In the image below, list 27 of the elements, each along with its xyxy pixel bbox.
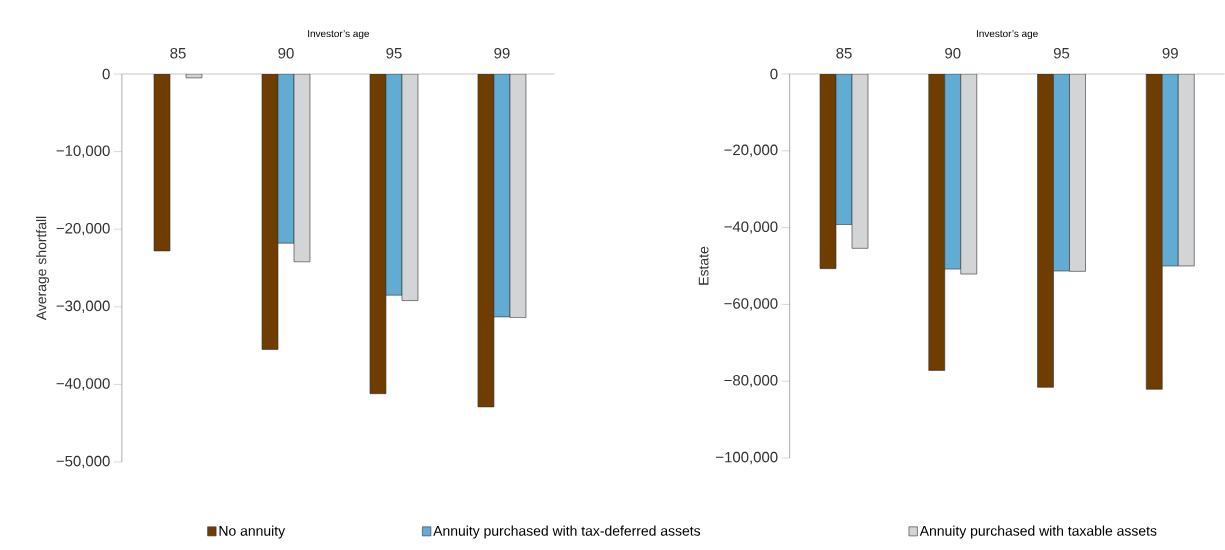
y-tick-label: −10,000 (56, 145, 110, 158)
legend-label: Annuity purchased with taxable assets (919, 525, 1157, 539)
x-tick-label: 85 (836, 47, 852, 59)
y-tick-label: −60,000 (724, 298, 778, 311)
legend-label: Annuity purchased with tax-deferred assets (433, 525, 701, 539)
y-tick-label: 0 (102, 68, 110, 80)
x-tick-label: 95 (386, 47, 402, 59)
x-tick-label: 95 (1053, 47, 1070, 59)
y-tick-label: −100,000 (716, 451, 778, 465)
x-axis-title: Investor’s age (976, 30, 1038, 40)
x-tick-label: 99 (1162, 47, 1178, 59)
legend-label: No annuity (219, 525, 286, 539)
y-tick-label: −80,000 (724, 375, 778, 388)
y-tick-label: −50,000 (56, 455, 110, 469)
y-tick-label: −40,000 (56, 378, 110, 391)
y-tick-label: 0 (770, 68, 778, 80)
y-tick-label: −20,000 (56, 223, 110, 236)
y-tick-label: −30,000 (56, 300, 110, 313)
x-axis-title: Investor’s age (308, 30, 369, 40)
y-axis-title: Average shortfall (36, 216, 50, 321)
y-tick-label: −20,000 (724, 144, 778, 157)
x-tick-label: 90 (945, 47, 961, 59)
y-axis-title: Estate (698, 246, 709, 285)
y-tick-label: −40,000 (724, 221, 778, 234)
x-tick-label: 90 (278, 47, 294, 59)
x-tick-label: 99 (494, 47, 510, 59)
x-tick-label: 85 (170, 47, 186, 59)
